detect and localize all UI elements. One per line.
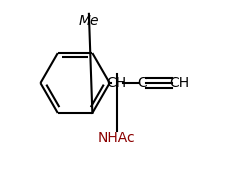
Text: C: C (138, 76, 147, 90)
Text: Me: Me (79, 14, 99, 28)
Text: CH: CH (106, 76, 127, 90)
Text: NHAc: NHAc (98, 131, 135, 145)
Text: CH: CH (169, 76, 189, 90)
